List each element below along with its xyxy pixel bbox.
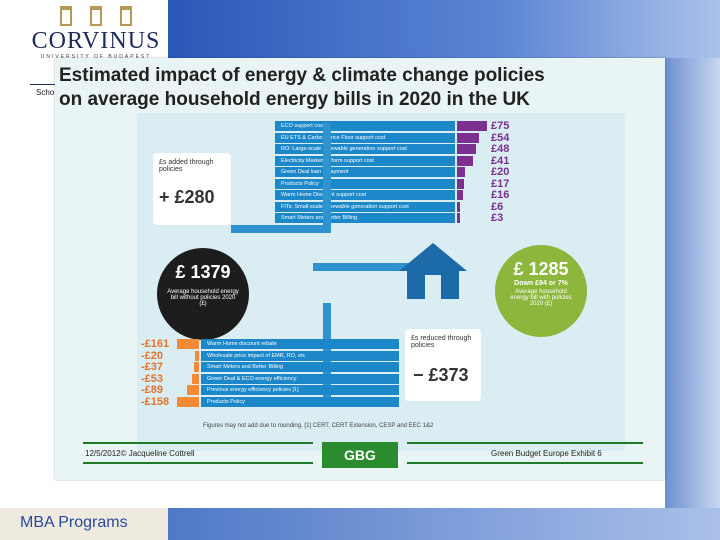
without-policies-circle: £ 1379 Average household energy bill wit… [157, 248, 249, 340]
added-item-bar [457, 155, 474, 166]
reduced-item-label: Green Deal & ECO energy efficiency [201, 373, 399, 384]
added-box: £s added through policies + £280 [153, 153, 231, 225]
title-line-1: Estimated impact of energy & climate cha… [59, 65, 545, 86]
added-item-value: £3 [491, 212, 504, 224]
footer-rule-left-bottom [83, 462, 313, 464]
added-item-label: Products Policy [275, 178, 455, 189]
reduced-item-value: -£89 [141, 384, 164, 396]
added-item-bar [457, 190, 464, 200]
reduced-box: £s reduced through policies − £373 [405, 329, 481, 401]
added-item-label: Warm Home Discount support cost [275, 190, 455, 200]
reduced-item-bar [195, 350, 199, 361]
reduced-item-value: -£20 [141, 349, 164, 362]
added-value: + £280 [159, 187, 215, 207]
added-item-value: £6 [491, 200, 504, 213]
pipe-left-top [231, 225, 331, 233]
footer-rule-left [83, 442, 313, 444]
footer-rule-right [407, 442, 643, 444]
reduced-item-bar [177, 339, 199, 349]
logo-subtext: UNIVERSITY OF BUDAPEST [40, 54, 152, 60]
reduced-item-label: Wholesale price impact of EMR, RO, etc [201, 350, 399, 361]
footer-right: Green Budget Europe Exhibit 6 [491, 449, 602, 458]
added-item-label: Electricity Market Reform support cost [275, 155, 455, 166]
reduced-item-bar [191, 373, 199, 384]
with-down: Down £94 or 7% [514, 280, 568, 287]
footer-left: 12/5/2012© Jacqueline Cottrell [85, 449, 195, 458]
with-label: Average household energy bill with polic… [510, 289, 572, 307]
footnote: Figures may not add due to rounding. [1]… [203, 423, 434, 429]
footer-rule-right-bottom [407, 462, 643, 464]
added-item-label: ECO support cost [275, 121, 455, 131]
with-policies-circle: £ 1285 Down £94 or 7% Average household … [495, 245, 587, 337]
reduced-item-value: -£158 [141, 395, 170, 408]
infographic-image: Estimated impact of energy & climate cha… [55, 58, 665, 480]
reduced-item-value: -£161 [141, 338, 170, 350]
reduced-label: £s reduced through policies [411, 335, 472, 349]
reduced-item-label: Products Policy [201, 396, 399, 407]
reduced-item-value: -£37 [141, 361, 164, 373]
pipe-to-house [313, 263, 411, 271]
added-item-bar [457, 178, 464, 189]
added-item-label: RO: Large-scale renewable generation sup… [275, 144, 455, 154]
added-item-bar [457, 201, 460, 212]
added-item-bar [457, 167, 465, 177]
added-item-label: EU ETS & Carbon Price Floor support cost [275, 132, 455, 143]
university-logo: CORVINUS UNIVERSITY OF BUDAPEST [26, 6, 166, 76]
side-band [665, 58, 720, 508]
title-line-2: on average household energy bills in 202… [59, 89, 530, 110]
added-item-label: Green Deal loan repayment [275, 167, 455, 177]
added-item-value: £16 [491, 189, 510, 201]
reduced-item-value: -£53 [141, 372, 164, 385]
reduced-item-bar [193, 362, 199, 372]
added-item-value: £41 [491, 154, 510, 167]
without-value: £ 1379 [175, 262, 231, 282]
gbg-logo: GBG [322, 442, 398, 468]
added-item-label: FITs: Small-scale renewable generation s… [275, 201, 455, 212]
reduced-value: − £373 [413, 365, 469, 385]
logo-wordmark: CORVINUS [31, 28, 161, 54]
infographic-title: Estimated impact of energy & climate cha… [59, 64, 661, 112]
logo-crest-icon [26, 6, 166, 26]
header-band [168, 0, 720, 58]
added-item-value: £17 [491, 177, 510, 190]
with-value: £ 1285 [513, 259, 569, 279]
reduced-item-bar [186, 385, 199, 395]
added-item-value: £48 [491, 143, 510, 155]
without-label: Average household energy bill without po… [167, 289, 239, 307]
added-item-value: £75 [491, 120, 510, 132]
program-label: MBA Programs [20, 514, 128, 531]
reduced-item-label: Warm Home discount rebate [201, 339, 399, 349]
reduced-item-label: Smart Meters and Better Billing [201, 362, 399, 372]
added-item-bar [457, 121, 487, 131]
added-item-bar [457, 132, 479, 143]
reduced-item-label: Previous energy efficiency policies [1] [201, 385, 399, 395]
pipe-top [323, 123, 331, 233]
reduced-item-bar [177, 396, 199, 407]
school-text: Scho [36, 88, 55, 97]
added-label: £s added through policies [159, 159, 214, 173]
added-item-value: £54 [491, 131, 510, 144]
added-item-bar [457, 213, 460, 223]
footer-bar [0, 508, 720, 540]
infographic-panel: £s added through policies + £280 ECO sup… [137, 113, 625, 451]
added-item-label: Smart Meters and Better Billing [275, 213, 455, 223]
house-icon [399, 243, 467, 299]
added-item-bar [457, 144, 477, 154]
added-item-value: £20 [491, 166, 510, 178]
